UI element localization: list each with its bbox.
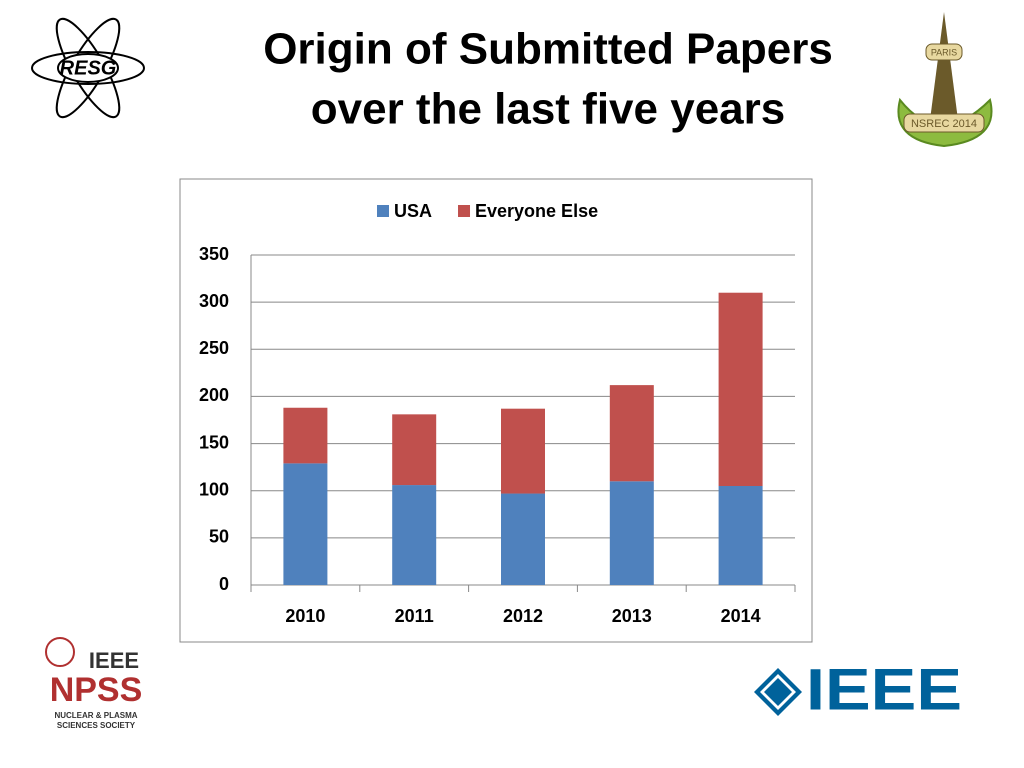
slide-title-line: Origin of Submitted Papers <box>263 25 833 74</box>
legend-label: USA <box>394 201 432 221</box>
y-tick-label: 250 <box>199 338 229 358</box>
bar-segment <box>718 292 763 486</box>
bar-segment <box>283 407 328 464</box>
nsrec-city: PARIS <box>931 47 957 57</box>
bar-segment <box>609 385 654 482</box>
y-tick-label: 0 <box>219 574 229 594</box>
bar-segment <box>392 414 437 486</box>
bar-segment <box>718 486 763 585</box>
y-tick-label: 350 <box>199 244 229 264</box>
nsrec-name: NSREC 2014 <box>911 118 977 130</box>
legend-swatch <box>377 205 389 217</box>
bar-segment <box>501 408 545 494</box>
ieee-logo: IEEE <box>754 657 962 722</box>
y-tick-label: 300 <box>199 291 229 311</box>
bar-segment <box>392 485 437 585</box>
bar-segment <box>283 463 328 585</box>
y-tick-label: 100 <box>199 479 229 499</box>
x-tick-label: 2014 <box>721 606 761 626</box>
y-tick-label: 150 <box>199 432 229 452</box>
chart-frame <box>179 178 813 643</box>
resg-logo: RESG <box>31 17 145 119</box>
npss-logo: IEEE NPSS NUCLEAR & PLASMA SCIENCES SOCI… <box>45 637 143 730</box>
resg-text: RESG <box>60 57 117 79</box>
x-tick-label: 2010 <box>285 606 325 626</box>
bar-segment <box>609 481 654 585</box>
npss-name: NPSS <box>50 671 143 709</box>
legend-label: Everyone Else <box>475 201 598 221</box>
chart: 0 50 100 150 200 250 300 350 2010 2011 2012 2013 201… <box>199 201 796 626</box>
x-tick-label: 2011 <box>395 606 434 626</box>
npss-ieee: IEEE <box>89 648 139 673</box>
y-tick-label: 200 <box>199 385 229 405</box>
slide-title-line: over the last five years <box>311 85 785 134</box>
y-tick-label: 50 <box>209 527 229 547</box>
nsrec-logo: PARIS NSREC 2014 <box>897 12 993 148</box>
x-tick-label: 2012 <box>503 606 543 626</box>
x-tick-label: 2013 <box>612 606 652 626</box>
ieee-text: IEEE <box>806 657 962 722</box>
npss-society: SCIENCES SOCIETY <box>57 721 136 730</box>
legend-swatch <box>458 205 471 217</box>
npss-society: NUCLEAR & PLASMA <box>54 711 137 720</box>
bar-segment <box>501 493 545 585</box>
